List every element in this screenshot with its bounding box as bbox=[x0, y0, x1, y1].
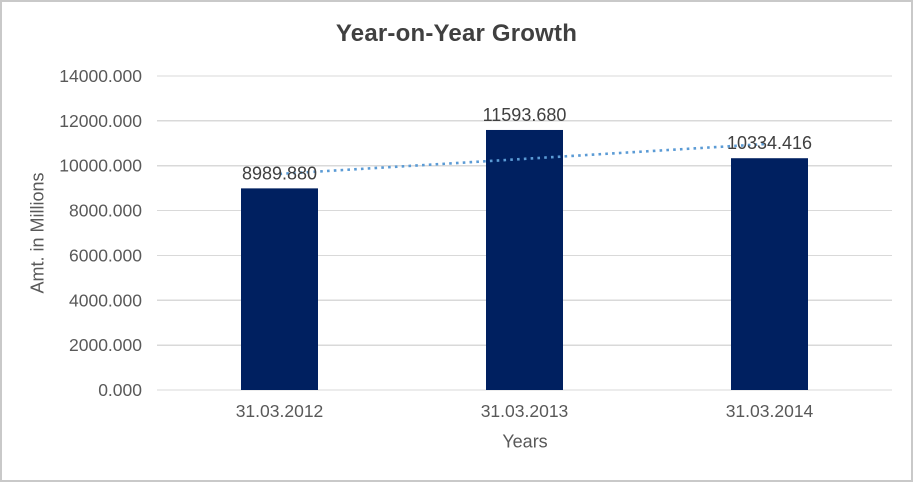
data-label: 10334.416 bbox=[727, 133, 812, 153]
y-tick-label: 4000.000 bbox=[69, 290, 142, 310]
x-tick-label: 31.03.2012 bbox=[236, 401, 324, 421]
bar bbox=[731, 158, 808, 390]
y-tick-label: 10000.000 bbox=[59, 156, 142, 176]
y-tick-label: 8000.000 bbox=[69, 201, 142, 221]
chart-title: Year-on-Year Growth bbox=[335, 20, 578, 47]
data-label: 8989.880 bbox=[242, 163, 317, 183]
y-tick-label: 2000.000 bbox=[69, 335, 142, 355]
trendline bbox=[279, 142, 770, 176]
bar bbox=[241, 188, 318, 390]
bar bbox=[486, 129, 563, 390]
x-axis-title: Years bbox=[502, 431, 548, 452]
y-tick-label: 12000.000 bbox=[59, 111, 142, 131]
y-tick-label: 6000.000 bbox=[69, 245, 142, 265]
x-tick-label: 31.03.2014 bbox=[726, 401, 814, 421]
data-label: 11593.680 bbox=[483, 105, 567, 125]
x-tick-label: 31.03.2013 bbox=[481, 401, 569, 421]
y-tick-label: 0.000 bbox=[98, 380, 142, 400]
y-tick-label: 14000.000 bbox=[59, 66, 142, 86]
